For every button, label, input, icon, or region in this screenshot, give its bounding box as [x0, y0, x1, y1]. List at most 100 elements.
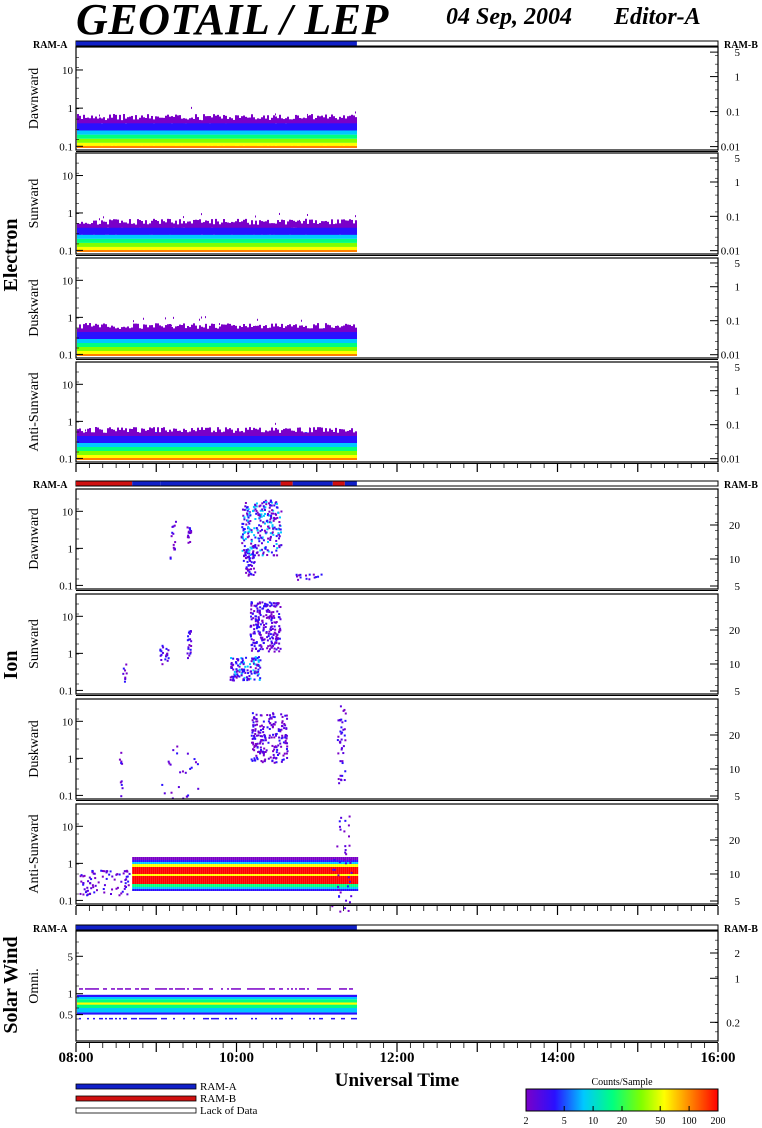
spectrum-cell [185, 434, 187, 443]
spectrum-cell [347, 238, 349, 243]
spectrum-cell [341, 429, 343, 436]
spectrum-cell [107, 353, 109, 356]
spectrum-cell [207, 353, 209, 356]
spectrum-cell [93, 127, 95, 135]
spectrum-cell [299, 353, 301, 356]
spectrum-cell [199, 226, 201, 235]
spectrum-cell [227, 442, 229, 447]
spectrum-cell [145, 440, 147, 447]
spectrum-cell [225, 324, 227, 332]
spectrum-cell [167, 351, 169, 354]
spectrum-cell [183, 142, 185, 146]
spectrum-cell [243, 528, 246, 531]
spectrum-cell [325, 457, 327, 460]
spectrum-cell [225, 123, 227, 131]
spectrum-cell [207, 142, 209, 146]
spectrum-cell [272, 611, 275, 614]
spectrum-cell [189, 138, 191, 143]
spectrum-cell [273, 457, 275, 460]
spectrum-cell [123, 142, 125, 146]
spectrum-cell [231, 343, 233, 347]
spectrum-cell [329, 435, 331, 443]
spectrum-cell [235, 338, 237, 343]
spectrum-cell [95, 249, 97, 252]
spectrum-cell [242, 514, 245, 517]
spectrum-cell [163, 117, 165, 124]
spectrum-cell [219, 455, 221, 458]
spectrum-cell [254, 667, 257, 670]
spectrum-cell [313, 130, 315, 135]
spectrum-cell [243, 145, 245, 148]
spectrum-cell [313, 134, 315, 139]
spectrum-cell [199, 457, 201, 460]
spectrum-cell [299, 451, 301, 455]
spectrum-cell [199, 249, 201, 252]
electron-spectrogram [77, 212, 357, 252]
spectrum-cell [227, 233, 229, 239]
spectrum-cell [103, 221, 105, 228]
spectrum-cell [246, 665, 249, 668]
spectrum-cell [249, 670, 252, 673]
spectrum-cell [105, 324, 107, 332]
spectrum-cell [343, 429, 345, 436]
spectrum-cell [181, 246, 183, 250]
spectrum-cell [266, 514, 269, 517]
spectrum-cell [255, 642, 258, 645]
spectrum-cell [187, 530, 190, 533]
spectrum-cell [319, 328, 321, 332]
spectrum-cell [323, 343, 325, 347]
spectrum-cell [121, 120, 123, 124]
spectrum-cell [283, 451, 285, 455]
spectrum-cell [175, 249, 177, 252]
spectrum-cell [249, 563, 252, 566]
spectrum-cell [185, 232, 187, 239]
spectrum-cell [289, 234, 291, 239]
spectrum-cell [99, 232, 101, 239]
spectrum-cell [353, 120, 355, 131]
spectrum-cell [269, 518, 272, 521]
spectrum-cell [265, 430, 267, 436]
spectrum-cell [147, 233, 149, 239]
spectrum-cell [331, 455, 333, 458]
spectrum-cell [275, 347, 277, 351]
spectrum-cell [301, 227, 303, 235]
spectrum-cell [189, 120, 191, 131]
spectrum-cell [137, 233, 139, 239]
spectrum-cell [207, 427, 209, 436]
spectrum-cell [163, 142, 165, 146]
spectrum-cell [263, 337, 265, 343]
spectrum-cell [308, 573, 311, 576]
spectrum-cell [325, 145, 327, 148]
spectrum-cell [258, 678, 261, 681]
right-tick-label: 1 [735, 386, 741, 398]
spectrum-cell [343, 246, 345, 250]
spectrum-cell [261, 225, 263, 235]
spectrum-cell [285, 329, 287, 339]
spectrum-cell [193, 337, 195, 343]
spectrum-cell [125, 246, 127, 250]
spectrum-cell [311, 121, 313, 131]
spectrum-cell [241, 249, 243, 252]
spectrum-cell [205, 119, 207, 131]
spectrum-cell [295, 330, 297, 339]
spectrum-cell [317, 224, 319, 228]
spectrum-cell [303, 249, 305, 252]
spectrum-cell [191, 128, 193, 135]
spectrum-cell [283, 138, 285, 143]
spectrum-cell [93, 343, 95, 347]
spectrum-cell [279, 249, 281, 252]
spectrum-cell [263, 221, 265, 228]
spectrum-cell [223, 246, 225, 250]
spectrum-cell [263, 451, 265, 455]
spectrum-cell [264, 506, 267, 509]
spectrum-cell [193, 234, 195, 239]
spectrum-cell [289, 119, 291, 131]
spectrum-cell [91, 432, 93, 436]
spectrum-cell [129, 428, 131, 436]
spectrum-cell [215, 457, 217, 460]
spectrum-cell [273, 447, 275, 451]
spectrum-cell [260, 548, 263, 551]
spectrum-cell [335, 138, 337, 143]
spectrum-cell [211, 323, 213, 332]
spectrum-cell [95, 220, 97, 228]
